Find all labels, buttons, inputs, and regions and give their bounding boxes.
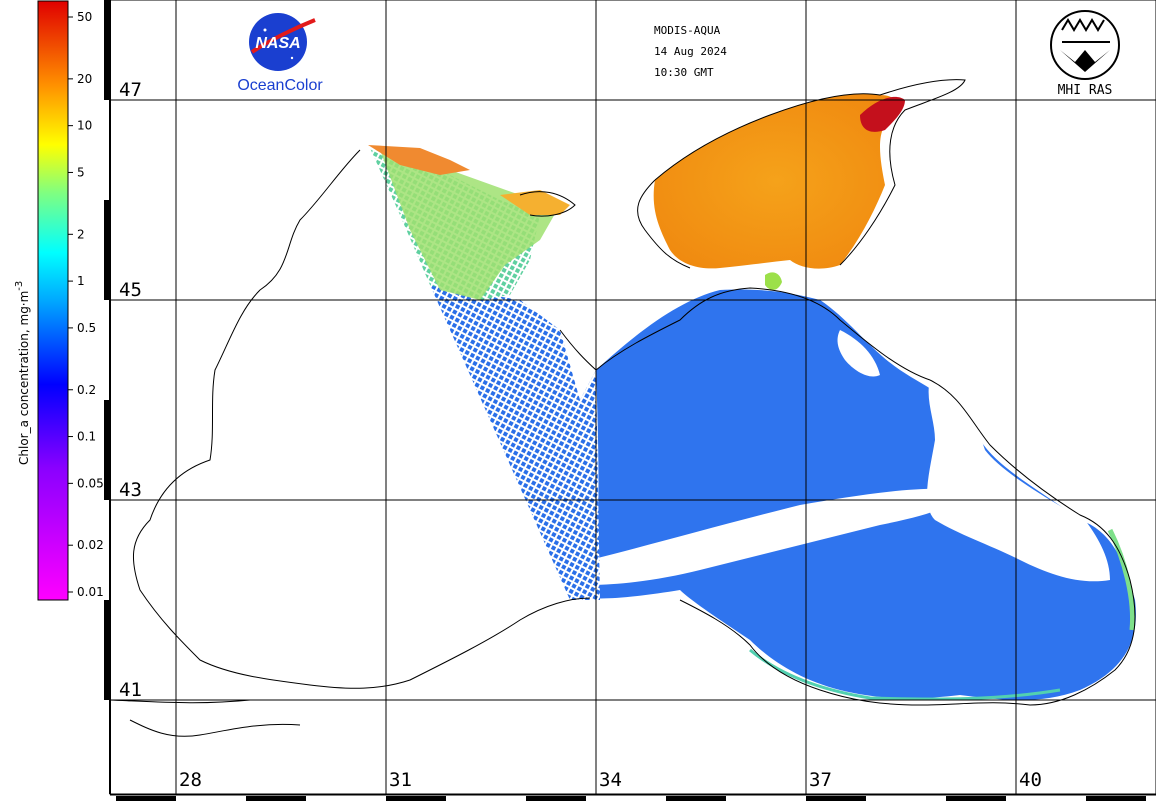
lon-label-37: 37 (809, 769, 832, 791)
lon-label-34: 34 (599, 769, 622, 791)
south-coast-green (749, 648, 1061, 701)
colorbar-tick-label: 1 (77, 274, 85, 288)
mhi-logo-text: MHI RAS (1058, 83, 1113, 98)
image-header: MODIS-AQUA 14 Aug 2024 10:30 GMT (654, 24, 727, 79)
satellite-swath (430, 285, 600, 600)
colorbar-title: Chlor_a concentration, mg·m-3 (14, 281, 31, 465)
graticule (110, 0, 1156, 794)
lat-label-45: 45 (119, 279, 142, 301)
colorbar-tick-label: 20 (77, 72, 92, 86)
nasa-logo: NASA OceanColor (237, 13, 323, 94)
nw-coast-orange (368, 145, 470, 175)
colorbar-tick-label: 0.2 (77, 383, 96, 397)
odessa-coast (500, 190, 570, 215)
colorbar-ticks: 50 20 10 5 2 1 0.5 0.2 0.1 0.05 0.02 0.01 (68, 10, 104, 599)
oceancolor-text: OceanColor (237, 77, 323, 94)
nw-shelf-high-chl (380, 150, 560, 300)
lon-label-40: 40 (1019, 769, 1042, 791)
longitude-labels: 28 31 34 37 40 (179, 769, 1042, 791)
mhi-logo: MHI RAS (1050, 10, 1120, 98)
east-coast-green (1107, 528, 1136, 631)
latitude-labels: 47 45 43 41 (119, 79, 142, 701)
azov-hotspot (860, 96, 905, 132)
colorbar-tick-label: 2 (77, 227, 85, 241)
nasa-logo-text: NASA (255, 35, 300, 52)
lon-label-31: 31 (389, 769, 412, 791)
lat-label-43: 43 (119, 479, 142, 501)
cloud-gap (590, 488, 965, 585)
colorbar-tick-label: 0.1 (77, 430, 96, 444)
kerch-green (765, 272, 782, 290)
colorbar-tick-label: 0.05 (77, 476, 104, 490)
lat-label-47: 47 (119, 79, 142, 101)
cloud-east (927, 380, 1110, 582)
colorbar-tick-label: 5 (77, 165, 85, 179)
colorbar-tick-label: 0.01 (77, 585, 104, 599)
acquisition-date: 14 Aug 2024 (654, 45, 727, 58)
colorbar-tick-label: 0.02 (77, 538, 104, 552)
colorbar-tick-label: 50 (77, 10, 92, 24)
cloud-east-2 (837, 330, 880, 377)
acquisition-time: 10:30 GMT (654, 66, 714, 79)
sea-chlorophyll-blue (590, 289, 1136, 700)
sensor-name: MODIS-AQUA (654, 24, 721, 37)
lon-label-28: 28 (179, 769, 202, 791)
colorbar-gradient (37, 0, 69, 601)
black-sea-data (368, 93, 1136, 701)
azov-sea (653, 93, 899, 269)
colorbar-tick-label: 10 (77, 119, 92, 133)
lat-label-41: 41 (119, 679, 142, 701)
colorbar: 50 20 10 5 2 1 0.5 0.2 0.1 0.05 0.02 0.01 Chlor_a c… (14, 0, 104, 601)
coastline (109, 79, 1136, 737)
colorbar-tick-label: 0.5 (77, 321, 96, 335)
